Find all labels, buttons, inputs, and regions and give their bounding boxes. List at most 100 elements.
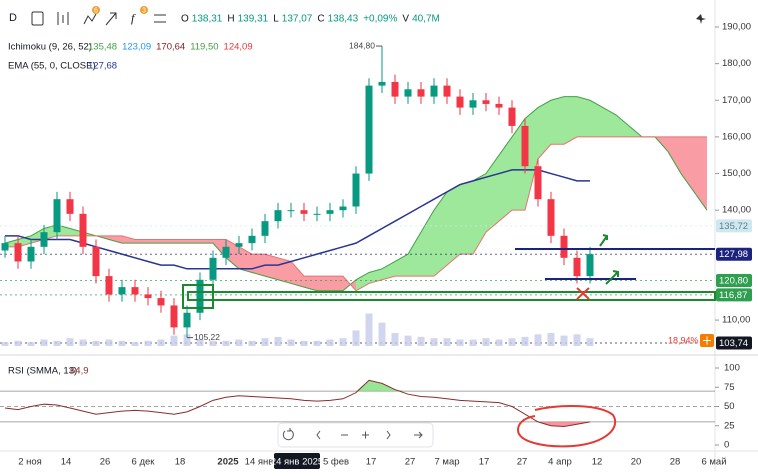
legend-value: 124,09 [224,42,253,53]
candle-body [313,213,321,215]
legend-name: EMA (55, 0, CLOSE) [8,61,96,72]
y-tick-label: 50 [724,401,735,412]
indicators-icon[interactable] [83,13,97,25]
drawn-box [182,284,214,309]
volume-bar [547,333,555,346]
candles-icon[interactable] [57,12,69,25]
fx-icon[interactable]: f [131,11,136,25]
volume-bar [40,339,48,346]
candle-body [105,276,113,295]
ai-icon[interactable] [696,14,706,24]
legend-value: 135,48 [88,42,117,53]
compare-icon[interactable] [31,11,44,26]
legend-value: 123,09 [122,42,151,53]
price-tag-label: 120,80 [719,276,748,287]
volume-bar [1,342,9,346]
volume-bar [521,336,529,346]
cloud-segment [616,114,629,137]
volume-bar [66,338,74,346]
crosshair-date-bg [274,453,320,469]
candle-body [131,287,139,295]
volume-bar [183,334,191,346]
reset-button[interactable] [282,428,294,441]
interval-button[interactable]: D [9,12,17,24]
badge [92,6,100,14]
x-tick-label: 18 [175,457,186,468]
x-tick-label: 17 [366,457,377,468]
cloud-segment [603,107,616,137]
candle-body [235,243,243,247]
y-tick-label: 100 [724,363,740,374]
volume-bar [79,339,87,346]
cloud-segment [447,184,460,266]
settings-icon[interactable] [154,14,166,23]
candle-body [404,89,412,97]
candle-body [144,294,152,299]
cloud-segment [473,173,486,255]
volume-bar [378,322,386,346]
candle-body [469,100,477,108]
cloud-segment [109,235,122,244]
volume-bar [118,340,126,346]
candle-body [586,254,594,277]
ohlc-readout: O 138,31 H 139,31 L 137,07 C 138,43 +0,09% V 40,7M [181,14,440,25]
drawn-arrow [599,234,608,247]
price-tag-label: 103,74 [719,338,748,349]
ohlc-value: 139,31 [238,14,269,25]
go-latest-button[interactable] [414,431,423,439]
drawn-ellipse [516,405,617,448]
cloud-segment [317,276,330,291]
add-icon [703,336,711,345]
price-tag [716,288,752,302]
ohlc-key: C [317,14,324,25]
span-b-line [5,136,707,292]
y-tick-label: 170,00 [722,95,751,106]
volume-bar [586,338,594,346]
volume-bar [92,340,100,346]
volume-bar [53,340,61,346]
price-tag-label: 116,87 [719,290,747,301]
volume-bar [222,340,230,346]
legend-value: 170,64 [156,42,185,53]
ohlc-key: H [227,14,234,25]
cloud-segment [434,191,447,277]
scroll-left-button[interactable] [316,430,321,440]
ohlc-key: L [273,14,279,25]
volume-bar [365,313,373,346]
x-tick-label: 2 ноя [18,457,42,468]
candle-body [443,85,451,97]
candle-body [209,257,217,280]
cloud-segment [408,232,421,277]
cloud-segment [330,276,343,291]
ema-line [5,169,590,270]
cloud-segment [265,254,278,280]
cloud-segment [668,136,681,174]
volume-bar [469,339,477,346]
volume-bar [170,335,178,346]
volume-bar [287,339,295,346]
candle-body [274,210,282,222]
zoom-in-button[interactable] [362,431,369,439]
candle-body [339,206,347,211]
candle-body [495,103,503,108]
high-label: 184,80 [349,40,375,50]
candle-body [170,305,178,328]
cloud-segment [174,239,187,244]
candle-body [560,235,568,258]
candle-body [521,125,529,167]
candle-body [378,81,386,86]
candle-body [508,107,516,126]
volume-key: V [402,14,409,25]
scroll-right-button[interactable] [386,430,391,440]
candle-body [391,81,399,97]
candle-body [573,257,581,277]
volume-bar [560,335,568,346]
volume-bar [417,336,425,346]
price-pane: 105,22 184,80 [0,40,715,346]
percent-label: 18,94% [668,335,699,345]
volume-bar [27,342,35,346]
candle-body [222,246,230,258]
volume-bar [391,333,399,346]
drawing-icon[interactable] [105,12,117,26]
candle-body [40,232,48,247]
